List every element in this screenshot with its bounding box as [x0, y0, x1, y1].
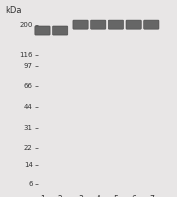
FancyBboxPatch shape — [91, 20, 106, 29]
Text: 14: 14 — [24, 163, 33, 168]
Text: 66: 66 — [24, 83, 33, 89]
Text: 3: 3 — [78, 195, 83, 197]
FancyBboxPatch shape — [126, 20, 141, 29]
Text: 2: 2 — [58, 195, 62, 197]
Text: 4: 4 — [96, 195, 101, 197]
FancyBboxPatch shape — [53, 26, 68, 35]
Text: 22: 22 — [24, 145, 33, 151]
FancyBboxPatch shape — [35, 26, 50, 35]
FancyBboxPatch shape — [73, 20, 88, 29]
Text: 31: 31 — [24, 125, 33, 131]
Text: 7: 7 — [149, 195, 154, 197]
Text: 1: 1 — [40, 195, 45, 197]
FancyBboxPatch shape — [144, 20, 159, 29]
Text: 97: 97 — [24, 63, 33, 69]
Text: 6: 6 — [28, 181, 33, 187]
Text: kDa: kDa — [5, 6, 22, 15]
Text: 116: 116 — [19, 52, 33, 58]
Text: 5: 5 — [113, 195, 118, 197]
Text: 44: 44 — [24, 104, 33, 110]
FancyBboxPatch shape — [108, 20, 124, 29]
Text: 200: 200 — [19, 22, 33, 28]
Text: 6: 6 — [131, 195, 136, 197]
